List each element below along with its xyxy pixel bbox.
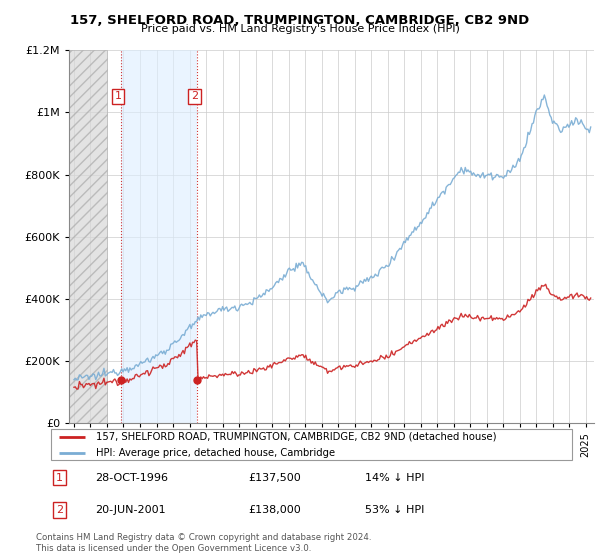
Text: 20-JUN-2001: 20-JUN-2001	[95, 505, 166, 515]
Text: 157, SHELFORD ROAD, TRUMPINGTON, CAMBRIDGE, CB2 9ND (detached house): 157, SHELFORD ROAD, TRUMPINGTON, CAMBRID…	[95, 432, 496, 442]
Bar	[121, 50, 197, 423]
Text: £138,000: £138,000	[248, 505, 301, 515]
FancyBboxPatch shape	[50, 429, 572, 460]
Bar	[69, 50, 107, 423]
Text: 1: 1	[56, 473, 63, 483]
Text: 2: 2	[191, 91, 199, 101]
Text: Price paid vs. HM Land Registry's House Price Index (HPI): Price paid vs. HM Land Registry's House …	[140, 24, 460, 34]
Text: 53% ↓ HPI: 53% ↓ HPI	[365, 505, 424, 515]
Text: Contains HM Land Registry data © Crown copyright and database right 2024.
This d: Contains HM Land Registry data © Crown c…	[36, 533, 371, 553]
Text: HPI: Average price, detached house, Cambridge: HPI: Average price, detached house, Camb…	[95, 447, 335, 458]
Text: 157, SHELFORD ROAD, TRUMPINGTON, CAMBRIDGE, CB2 9ND: 157, SHELFORD ROAD, TRUMPINGTON, CAMBRID…	[70, 14, 530, 27]
Text: 28-OCT-1996: 28-OCT-1996	[95, 473, 169, 483]
Text: 1: 1	[115, 91, 122, 101]
Text: £137,500: £137,500	[248, 473, 301, 483]
Text: 2: 2	[56, 505, 63, 515]
Text: 14% ↓ HPI: 14% ↓ HPI	[365, 473, 424, 483]
